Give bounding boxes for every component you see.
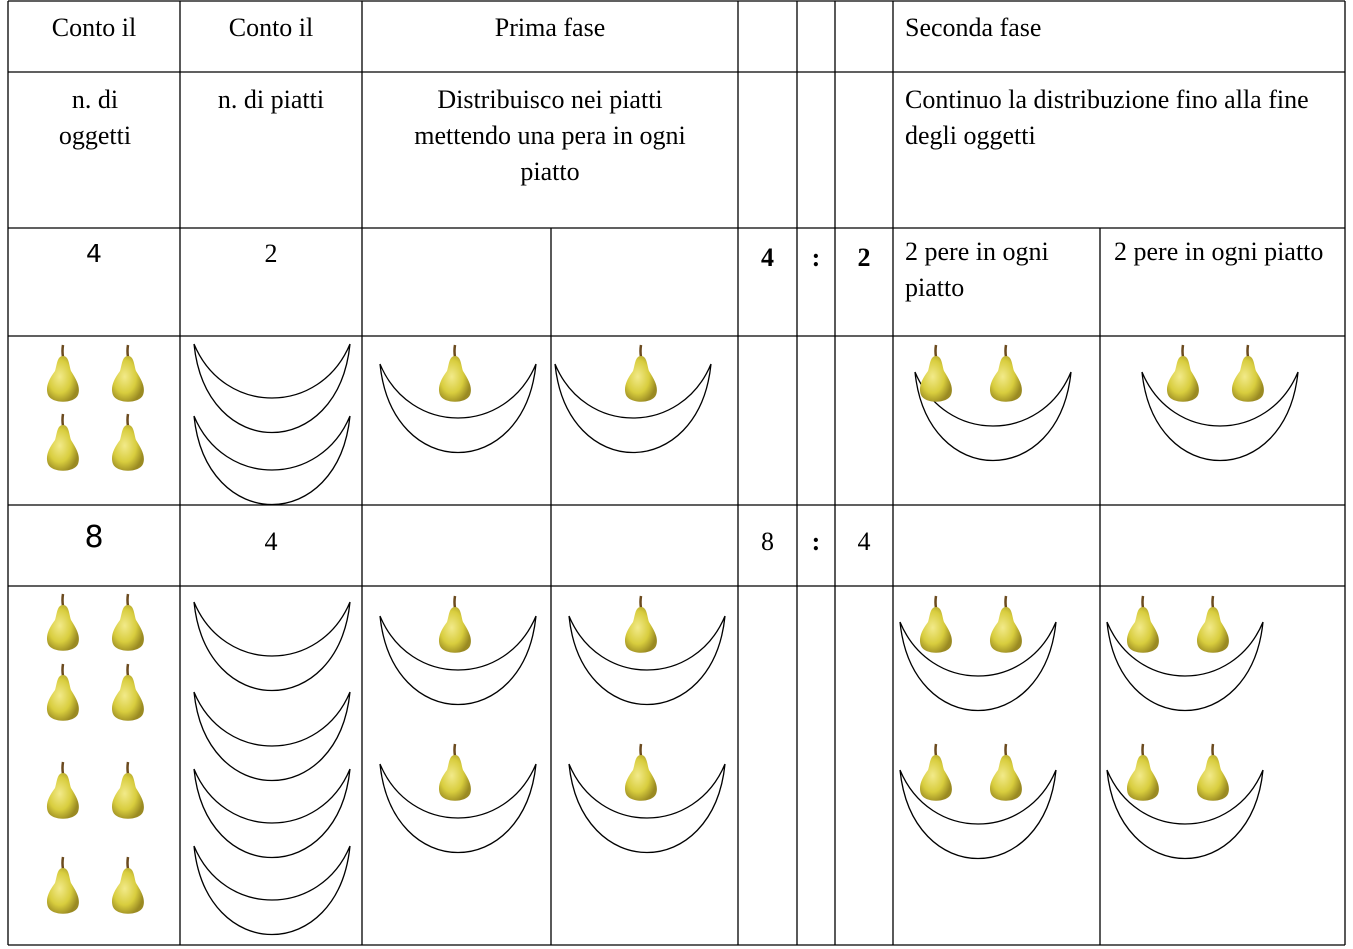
count-cell: 4 — [264, 527, 278, 556]
description-cell: Continuo la distribuzione fino alla fine… — [905, 85, 1309, 150]
header-cell: Conto il — [51, 13, 137, 42]
division-sign: : — [811, 243, 821, 272]
result-cell: 2 pere in ogni piatto — [1114, 237, 1324, 266]
header-cell: Seconda fase — [905, 13, 1042, 42]
header-cell: Conto il — [228, 13, 314, 42]
result-cell: 2 pere in ogni piatto — [905, 237, 1049, 302]
dividend: 8 — [761, 527, 774, 556]
pears — [47, 345, 1264, 914]
header-cell: Prima fase — [494, 13, 606, 42]
count-cell: 4 — [86, 239, 102, 268]
description-cell: Distribuisco nei piatti mettendo una per… — [414, 85, 686, 186]
divisor: 2 — [857, 243, 871, 272]
grid — [7, 0, 1346, 946]
count-cell: 2 — [264, 239, 278, 268]
description-cell: n. di piatti — [217, 85, 325, 114]
count-cell: 8 — [84, 520, 104, 555]
divisor: 4 — [857, 527, 871, 556]
dividend: 4 — [761, 243, 774, 272]
description-cell: n. di oggetti — [58, 85, 132, 150]
division-sign: : — [811, 527, 821, 556]
